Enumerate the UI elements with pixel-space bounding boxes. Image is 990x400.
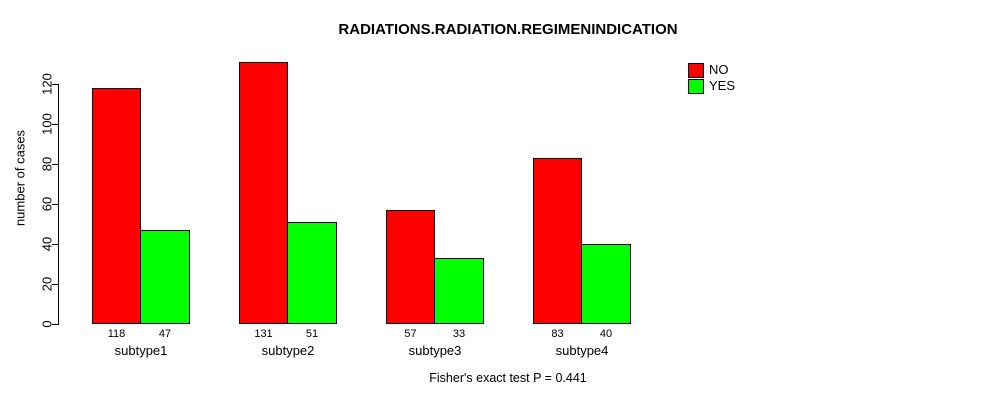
y-tick [52, 324, 58, 325]
category-label-subtype1: subtype1 [114, 343, 168, 358]
legend-label: NO [709, 62, 729, 77]
legend-row-yes: YES [688, 78, 735, 94]
y-tick-label: 0 [39, 320, 55, 328]
y-tick-label: 40 [39, 236, 55, 252]
fisher-test-caption: Fisher's exact test P = 0.441 [429, 371, 587, 385]
bar-no-subtype2 [239, 62, 288, 324]
bar-no-subtype3 [386, 210, 435, 324]
y-tick-label: 120 [39, 73, 55, 95]
y-tick-label: 80 [39, 156, 55, 172]
legend: NO YES [688, 62, 735, 94]
bar-yes-subtype3 [434, 258, 484, 324]
category-label-subtype4: subtype4 [555, 343, 609, 358]
y-tick [52, 284, 58, 285]
y-axis-line [58, 84, 59, 325]
legend-label: YES [709, 78, 736, 93]
y-tick-label: 100 [39, 113, 55, 135]
bar-value-label: 83 [551, 328, 564, 340]
y-tick [52, 124, 58, 125]
bar-value-label: 57 [404, 328, 417, 340]
bar-no-subtype1 [92, 88, 141, 324]
chart-title: RADIATIONS.RADIATION.REGIMENINDICATION [338, 21, 678, 38]
bar-value-label: 33 [452, 328, 466, 340]
bar-value-label: 131 [254, 328, 273, 340]
bar-yes-subtype1 [140, 230, 190, 324]
y-tick [52, 164, 58, 165]
bar-value-label: 51 [305, 328, 319, 340]
y-tick [52, 244, 58, 245]
legend-swatch-no [688, 62, 704, 78]
y-axis-title: number of cases [12, 129, 28, 227]
legend-row-no: NO [688, 62, 735, 78]
y-tick-label: 60 [39, 196, 55, 212]
category-label-subtype2: subtype2 [261, 343, 315, 358]
bar-yes-subtype4 [581, 244, 631, 324]
y-tick [52, 84, 58, 85]
bar-value-label: 118 [107, 328, 126, 340]
bar-yes-subtype2 [287, 222, 337, 324]
category-label-subtype3: subtype3 [408, 343, 462, 358]
bar-no-subtype4 [533, 158, 582, 324]
bar-value-label: 47 [158, 328, 172, 340]
bar-value-label: 40 [599, 328, 613, 340]
y-tick-label: 20 [39, 276, 55, 292]
y-tick [52, 204, 58, 205]
legend-swatch-yes [688, 78, 704, 94]
